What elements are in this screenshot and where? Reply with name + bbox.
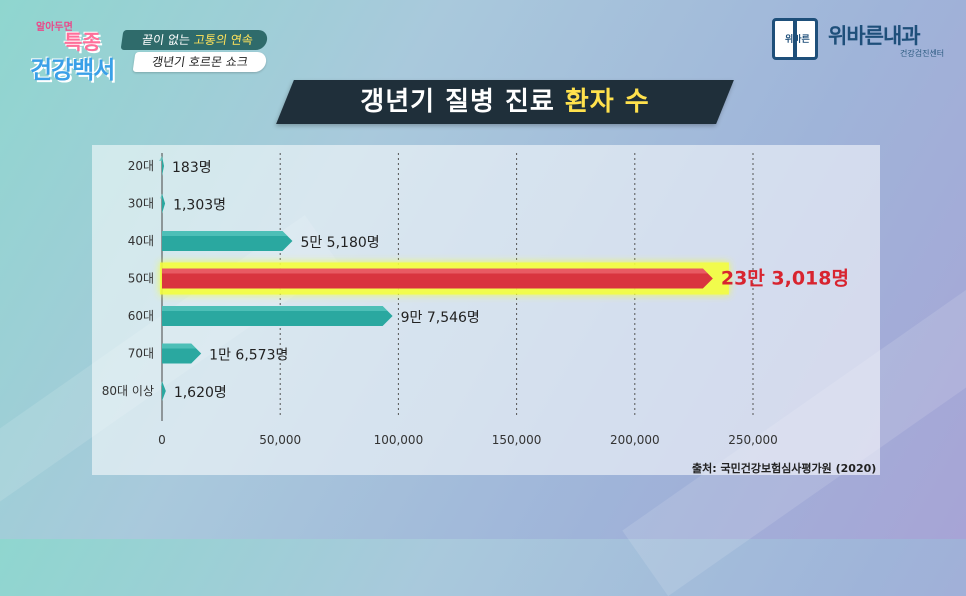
x-tick-label: 50,000 bbox=[259, 433, 301, 447]
x-tick-label: 250,000 bbox=[728, 433, 778, 447]
caption-bottom-text: 갱년기 호르몬 쇼크 bbox=[151, 55, 249, 69]
bar bbox=[162, 156, 164, 176]
bar bbox=[162, 193, 166, 214]
clinic-sub: 건강검진센터 bbox=[900, 49, 945, 58]
bar-chart: 0 50,000 100,000 150,000 200,000 250,000 20대 18… bbox=[102, 153, 849, 447]
value-label: 1,620명 bbox=[174, 385, 227, 401]
caption-top-highlight: 고통의 연속 bbox=[192, 33, 254, 47]
x-tick-label: 150,000 bbox=[492, 433, 542, 447]
category-label: 50대 bbox=[128, 272, 154, 286]
category-label: 20대 bbox=[128, 159, 154, 173]
clinic-logo: 위바른 위바른내과 건강검진센터 bbox=[772, 18, 952, 64]
x-tick-label: 100,000 bbox=[374, 433, 424, 447]
show-logo: 알아두면 특종 건강백서 bbox=[28, 14, 140, 84]
chart-title-part2: 환자 수 bbox=[564, 87, 650, 117]
clinic-name: 위바른내과 bbox=[828, 24, 921, 48]
chart-panel: 0 50,000 100,000 150,000 200,000 250,000 20대 18… bbox=[92, 145, 880, 475]
category-label: 70대 bbox=[128, 347, 154, 361]
category-label: 80대 이상 bbox=[102, 384, 154, 398]
value-label: 1,303명 bbox=[173, 198, 226, 214]
bar-shine bbox=[162, 306, 388, 311]
bar-shine bbox=[162, 231, 288, 236]
chart-title: 갱년기 질병 진료 환자 수 bbox=[285, 80, 725, 124]
x-tick-label: 200,000 bbox=[610, 433, 660, 447]
caption-top: 끝이 없는 고통의 연속 bbox=[120, 30, 269, 50]
caption-bottom: 갱년기 호르몬 쇼크 bbox=[132, 52, 268, 72]
value-label: 9만 7,546명 bbox=[401, 310, 480, 326]
show-logo-line2: 건강백서 bbox=[30, 56, 115, 84]
clinic-mark-text: 위바른 bbox=[785, 35, 810, 45]
bar-shine bbox=[159, 156, 162, 161]
chart-title-part1: 갱년기 질병 진료 bbox=[360, 87, 565, 117]
bar-shine bbox=[162, 268, 708, 274]
category-label: 40대 bbox=[128, 234, 154, 248]
clinic-mark-icon: 위바른 bbox=[772, 18, 818, 60]
value-label: 5만 5,180명 bbox=[300, 235, 379, 251]
bar-shine bbox=[162, 343, 197, 349]
value-label: 183명 bbox=[172, 160, 212, 176]
x-tick-label: 0 bbox=[158, 433, 166, 447]
caption-top-text: 끝이 없는 bbox=[141, 33, 195, 47]
show-logo-top: 알아두면 bbox=[36, 22, 73, 33]
source-note: 출처: 국민건강보험심사평가원 (2020) bbox=[692, 462, 877, 475]
show-logo-line1: 특종 bbox=[64, 30, 101, 54]
category-label: 30대 bbox=[128, 197, 154, 211]
bar bbox=[162, 381, 166, 401]
value-label: 1만 6,573명 bbox=[209, 348, 288, 364]
category-label: 60대 bbox=[128, 309, 154, 323]
value-label: 23만 3,018명 bbox=[721, 268, 849, 290]
